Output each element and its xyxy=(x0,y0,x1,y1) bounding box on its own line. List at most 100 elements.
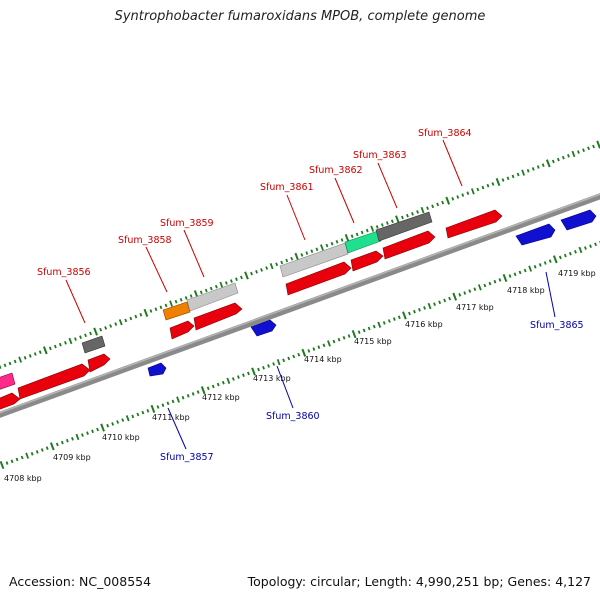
ruler-reverse-tick-116 xyxy=(584,246,587,250)
feature-sfum-3865a[interactable] xyxy=(515,223,556,246)
ruler-forward-tick-17 xyxy=(79,335,82,340)
ruler-reverse-tick-6 xyxy=(30,451,34,456)
ruler-reverse-tick-40 xyxy=(200,386,206,395)
tick-label-4711: 4711 kbp xyxy=(152,413,190,422)
feature-red-i[interactable] xyxy=(445,209,503,239)
tick-label-4719: 4719 kbp xyxy=(558,269,596,278)
ruler-reverse-dots xyxy=(0,241,600,470)
ruler-forward-tick-8 xyxy=(33,352,37,356)
ruler-forward-tick-79 xyxy=(390,219,394,224)
ruler-reverse-tick-19 xyxy=(96,427,99,432)
ruler-forward-tick-100 xyxy=(495,177,501,187)
ruler-reverse-tick-56 xyxy=(282,358,286,363)
ruler-reverse-tick-3 xyxy=(15,457,19,462)
feature-darkgray-a[interactable] xyxy=(81,335,106,354)
feature-pink[interactable] xyxy=(0,372,16,391)
ruler-reverse-tick-102 xyxy=(513,272,517,277)
ruler-forward-tick-26 xyxy=(124,318,128,323)
feature-lightgray-a[interactable] xyxy=(186,282,239,312)
gene-label-sfum-3863[interactable]: Sfum_3863 xyxy=(353,150,407,161)
ruler-reverse-tick-90 xyxy=(452,292,458,301)
feature-red-f[interactable] xyxy=(285,261,352,296)
feature-red-h[interactable] xyxy=(382,230,436,260)
ruler-reverse-tick-49 xyxy=(247,371,250,376)
ruler-forward-tick-22 xyxy=(104,326,108,330)
ruler-reverse-tick-111 xyxy=(558,255,562,260)
gene-label-sfum-3858[interactable]: Sfum_3858 xyxy=(118,235,172,246)
tick-label-4715: 4715 kbp xyxy=(354,337,392,346)
ruler-forward-tick-6 xyxy=(23,355,27,360)
ruler-forward-tick-103 xyxy=(511,174,515,179)
leader-sfum-3856 xyxy=(65,279,86,324)
gene-label-sfum-3859[interactable]: Sfum_3859 xyxy=(160,218,214,229)
feature-red-c[interactable] xyxy=(87,353,111,373)
feature-red-e[interactable] xyxy=(193,302,243,331)
ruler-reverse-tick-50 xyxy=(251,367,256,376)
ruler-reverse-tick-67 xyxy=(337,337,341,342)
ruler-reverse-tick-11 xyxy=(55,442,59,447)
ruler-reverse-tick-24 xyxy=(121,418,125,422)
feature-sfum-3865b[interactable] xyxy=(560,209,597,231)
ruler-reverse-tick-30 xyxy=(150,404,156,413)
ruler-forward-tick-2 xyxy=(3,363,7,368)
feature-red-a[interactable] xyxy=(0,392,21,411)
ruler-forward-tick-119 xyxy=(592,144,595,149)
feature-lightgray-b[interactable] xyxy=(279,242,349,278)
gene-label-sfum-3860[interactable]: Sfum_3860 xyxy=(266,411,320,422)
ruler-forward-tick-36 xyxy=(174,299,178,304)
ruler-forward-tick-41 xyxy=(199,290,203,295)
ruler-forward-tick-14 xyxy=(64,340,67,345)
feature-red-g[interactable] xyxy=(350,250,384,272)
ruler-reverse-tick-107 xyxy=(538,263,542,267)
feature-darkgray-b[interactable] xyxy=(375,211,433,242)
ruler-reverse-tick-97 xyxy=(488,281,492,286)
ruler-reverse-tick-55 xyxy=(276,358,281,366)
ruler-forward-tick-47 xyxy=(230,279,233,283)
ruler-reverse-tick-16 xyxy=(81,433,84,437)
map-title: Syntrophobacter fumaroxidans MPOB, compl… xyxy=(114,9,486,24)
ruler-forward-tick-55 xyxy=(269,262,274,270)
leader-sfum-3857 xyxy=(167,407,187,450)
feature-sfum-3860[interactable] xyxy=(250,319,277,337)
leader-sfum-3863 xyxy=(377,162,398,209)
gene-label-sfum-3862[interactable]: Sfum_3862 xyxy=(309,165,363,176)
leader-sfum-3864 xyxy=(442,139,463,187)
ruler-forward-tick-72 xyxy=(355,232,359,237)
ruler-forward-tick-70 xyxy=(344,234,350,243)
feature-orange[interactable] xyxy=(162,301,191,321)
ruler-reverse-tick-92 xyxy=(463,291,467,295)
gene-label-sfum-3864[interactable]: Sfum_3864 xyxy=(418,128,472,139)
ruler-reverse-tick-20 xyxy=(100,423,105,432)
ruler-forward-tick-11 xyxy=(48,346,52,351)
feature-green[interactable] xyxy=(344,230,382,254)
tick-label-4710: 4710 kbp xyxy=(102,433,140,442)
feature-red-d[interactable] xyxy=(169,320,195,340)
ruler-forward-tick-97 xyxy=(481,185,485,190)
ruler-forward-tick-13 xyxy=(58,342,62,347)
ruler-forward-tick-117 xyxy=(582,148,585,153)
ruler-reverse-tick-118 xyxy=(594,242,597,247)
ruler-forward-tick-116 xyxy=(577,150,580,154)
ruler-reverse-tick-25 xyxy=(125,415,130,422)
ruler-reverse-tick-74 xyxy=(372,324,376,329)
ruler-forward-tick-77 xyxy=(380,223,384,227)
feature-red-b[interactable] xyxy=(17,363,91,400)
ruler-forward-tick-68 xyxy=(335,239,339,244)
gene-label-sfum-3856[interactable]: Sfum_3856 xyxy=(37,267,91,278)
ruler-forward-tick-9 xyxy=(38,350,42,355)
ruler-forward-tick-42 xyxy=(204,288,208,293)
genome-backbone xyxy=(0,193,600,418)
ruler-forward-tick-89 xyxy=(441,200,445,205)
gene-label-sfum-3865[interactable]: Sfum_3865 xyxy=(530,320,584,331)
ruler-reverse-tick-18 xyxy=(91,429,94,434)
gene-label-sfum-3861[interactable]: Sfum_3861 xyxy=(260,182,314,193)
ruler-forward-tick-115 xyxy=(571,150,576,158)
gene-label-sfum-3857[interactable]: Sfum_3857 xyxy=(160,452,214,463)
ruler-reverse-tick-48 xyxy=(242,373,245,378)
ruler-reverse-tick-69 xyxy=(347,334,351,338)
ruler-reverse-tick-80 xyxy=(402,311,407,320)
feature-sfum-3857[interactable] xyxy=(147,362,167,377)
ruler-reverse-tick-87 xyxy=(438,300,442,305)
ruler-forward-tick-7 xyxy=(28,354,32,358)
ruler-forward-tick-95 xyxy=(470,188,475,195)
